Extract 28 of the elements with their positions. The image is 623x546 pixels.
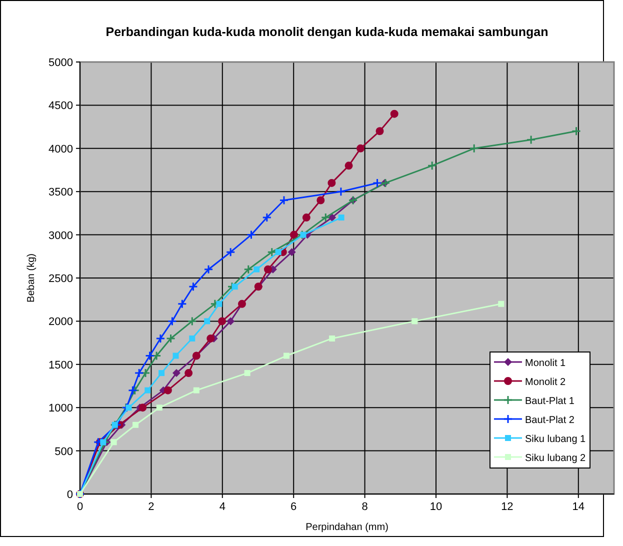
x-tick-label: 0 <box>76 501 84 513</box>
y-tick-label: 2500 <box>48 273 73 285</box>
x-axis-title: Perpindahan (mm) <box>306 522 388 533</box>
legend-label: Baut-Plat 2 <box>525 415 575 426</box>
legend-label: Monolit 1 <box>525 358 566 369</box>
x-tick-label: 12 <box>501 501 514 513</box>
x-tick-label: 2 <box>148 501 154 513</box>
y-tick-label: 4000 <box>48 143 73 156</box>
y-tick-label: 3000 <box>48 230 73 242</box>
y-tick-label: 5000 <box>48 57 73 69</box>
y-tick-label: 2000 <box>48 316 73 328</box>
x-tick-label: 10 <box>430 501 442 513</box>
legend-label: Siku lubang 2 <box>525 453 586 464</box>
y-tick-label: 3500 <box>48 186 73 199</box>
y-tick-label: 1000 <box>48 402 73 415</box>
y-tick-label: 0 <box>66 489 73 501</box>
x-tick-label: 8 <box>362 501 368 513</box>
chart-title: Perbandingan kuda-kuda monolit dengan kuda-kuda memakai sambungan <box>106 25 548 39</box>
legend-label: Baut-Plat 1 <box>525 396 575 407</box>
x-tick-label: 4 <box>219 501 226 513</box>
x-tick-label: 14 <box>572 501 585 513</box>
y-tick-label: 500 <box>54 446 73 458</box>
legend-label: Monolit 2 <box>525 377 566 388</box>
legend-label: Siku lubang 1 <box>525 434 586 445</box>
y-axis-title: Beban (kg) <box>26 254 37 302</box>
x-tick-label: 6 <box>290 501 297 513</box>
y-tick-label: 1500 <box>48 359 73 372</box>
y-tick-label: 4500 <box>48 100 73 112</box>
